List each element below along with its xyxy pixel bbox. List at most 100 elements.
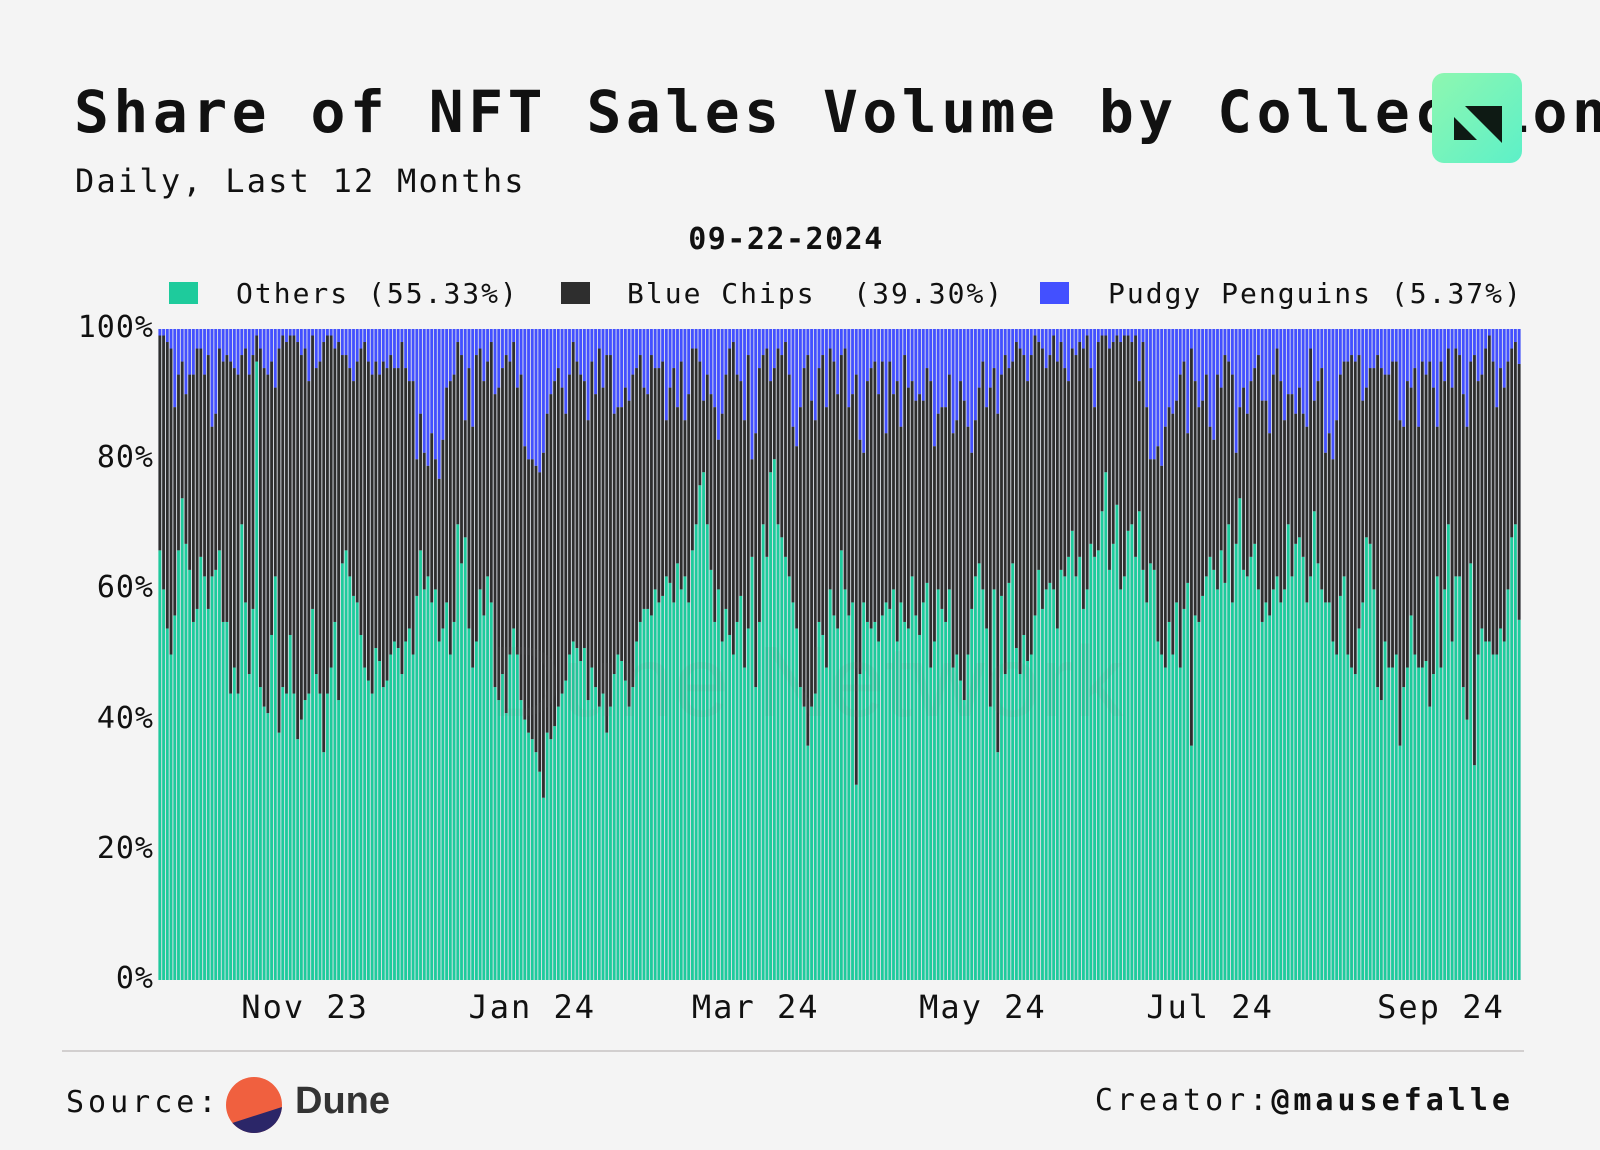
bar-others[interactable] (1175, 602, 1178, 980)
bar-blue-chips[interactable] (735, 374, 739, 622)
bar-others[interactable] (1219, 550, 1223, 980)
bar-pudgy-penguins[interactable] (568, 329, 571, 375)
bar-pudgy-penguins[interactable] (813, 329, 817, 421)
bar-blue-chips[interactable] (575, 361, 579, 648)
bar-pudgy-penguins[interactable] (731, 329, 735, 343)
bar-others[interactable] (854, 784, 858, 980)
bar-pudgy-penguins[interactable] (1309, 329, 1312, 349)
bar-pudgy-penguins[interactable] (445, 329, 449, 388)
bar-pudgy-penguins[interactable] (1517, 329, 1521, 364)
bar-others[interactable] (299, 719, 303, 980)
bar-others[interactable] (1398, 745, 1402, 980)
bar-others[interactable] (612, 674, 616, 980)
bar-blue-chips[interactable] (728, 348, 732, 635)
bar-pudgy-penguins[interactable] (921, 329, 925, 401)
bar-pudgy-penguins[interactable] (1122, 329, 1126, 336)
bar-blue-chips[interactable] (296, 342, 300, 740)
bar-blue-chips[interactable] (1037, 342, 1041, 570)
bar-others[interactable] (664, 576, 668, 980)
bar-others[interactable] (1257, 589, 1260, 980)
bar-pudgy-penguins[interactable] (780, 329, 784, 356)
bar-others[interactable] (370, 693, 374, 980)
bar-pudgy-penguins[interactable] (1480, 329, 1484, 375)
bar-pudgy-penguins[interactable] (482, 329, 486, 382)
bar-pudgy-penguins[interactable] (705, 329, 709, 375)
bar-pudgy-penguins[interactable] (698, 329, 702, 362)
bar-others[interactable] (426, 576, 430, 980)
bar-blue-chips[interactable] (780, 355, 784, 538)
bar-blue-chips[interactable] (240, 355, 244, 525)
bar-pudgy-penguins[interactable] (1499, 329, 1502, 369)
bar-blue-chips[interactable] (791, 426, 795, 603)
bar-others[interactable] (482, 615, 486, 980)
bar-pudgy-penguins[interactable] (746, 329, 750, 356)
bar-others[interactable] (184, 543, 188, 980)
bar-pudgy-penguins[interactable] (378, 329, 381, 375)
bar-blue-chips[interactable] (858, 439, 862, 675)
bar-others[interactable] (1365, 537, 1368, 980)
bar-pudgy-penguins[interactable] (560, 329, 564, 388)
bar-pudgy-penguins[interactable] (594, 329, 597, 395)
bar-blue-chips[interactable] (1379, 368, 1383, 701)
bar-pudgy-penguins[interactable] (1495, 329, 1499, 408)
bar-others[interactable] (1409, 615, 1413, 980)
bar-others[interactable] (1517, 619, 1521, 980)
bar-blue-chips[interactable] (538, 472, 542, 772)
bar-pudgy-penguins[interactable] (355, 329, 359, 362)
bar-blue-chips[interactable] (1253, 368, 1257, 544)
bar-blue-chips[interactable] (642, 387, 646, 609)
bar-others[interactable] (772, 459, 776, 980)
bar-blue-chips[interactable] (1312, 400, 1316, 512)
bar-pudgy-penguins[interactable] (918, 329, 921, 395)
bar-pudgy-penguins[interactable] (1294, 329, 1298, 414)
bar-pudgy-penguins[interactable] (426, 329, 430, 466)
bar-others[interactable] (1465, 719, 1469, 980)
bar-pudgy-penguins[interactable] (1275, 329, 1279, 349)
bar-pudgy-penguins[interactable] (1353, 329, 1357, 362)
bar-blue-chips[interactable] (590, 361, 594, 668)
bar-blue-chips[interactable] (899, 426, 903, 603)
bar-pudgy-penguins[interactable] (1216, 329, 1219, 375)
bar-others[interactable] (899, 602, 903, 980)
bar-pudgy-penguins[interactable] (240, 329, 244, 356)
bar-blue-chips[interactable] (1413, 368, 1417, 655)
bar-blue-chips[interactable] (851, 394, 854, 603)
bar-others[interactable] (463, 537, 467, 980)
bar-blue-chips[interactable] (1044, 368, 1048, 590)
bar-blue-chips[interactable] (225, 355, 229, 622)
bar-others[interactable] (705, 524, 709, 980)
bar-blue-chips[interactable] (672, 368, 676, 603)
bar-pudgy-penguins[interactable] (836, 329, 840, 395)
bar-blue-chips[interactable] (1085, 335, 1089, 590)
bar-pudgy-penguins[interactable] (273, 329, 277, 388)
bar-blue-chips[interactable] (560, 387, 564, 694)
bar-blue-chips[interactable] (1163, 426, 1167, 668)
bar-pudgy-penguins[interactable] (839, 329, 843, 356)
bar-pudgy-penguins[interactable] (367, 329, 370, 362)
bar-blue-chips[interactable] (445, 387, 449, 603)
bar-others[interactable] (1376, 687, 1380, 980)
bar-pudgy-penguins[interactable] (1271, 329, 1275, 375)
bar-blue-chips[interactable] (705, 374, 709, 525)
bar-others[interactable] (1063, 576, 1067, 980)
bar-blue-chips[interactable] (839, 355, 843, 551)
bar-pudgy-penguins[interactable] (493, 329, 497, 395)
bar-pudgy-penguins[interactable] (906, 329, 910, 388)
bar-others[interactable] (538, 771, 542, 980)
bar-blue-chips[interactable] (676, 407, 679, 564)
bar-blue-chips[interactable] (195, 348, 199, 609)
bar-blue-chips[interactable] (1424, 374, 1428, 662)
bar-blue-chips[interactable] (638, 355, 642, 622)
bar-blue-chips[interactable] (434, 459, 437, 590)
bar-others[interactable] (1487, 641, 1491, 980)
bar-pudgy-penguins[interactable] (1249, 329, 1253, 382)
bar-blue-chips[interactable] (337, 342, 341, 701)
bar-blue-chips[interactable] (977, 387, 981, 564)
bar-pudgy-penguins[interactable] (597, 329, 601, 349)
bar-pudgy-penguins[interactable] (1491, 329, 1495, 362)
bar-pudgy-penguins[interactable] (448, 329, 452, 382)
bar-blue-chips[interactable] (1372, 368, 1376, 590)
bar-others[interactable] (1115, 504, 1119, 980)
bar-others[interactable] (921, 602, 925, 980)
bar-pudgy-penguins[interactable] (1424, 329, 1428, 375)
